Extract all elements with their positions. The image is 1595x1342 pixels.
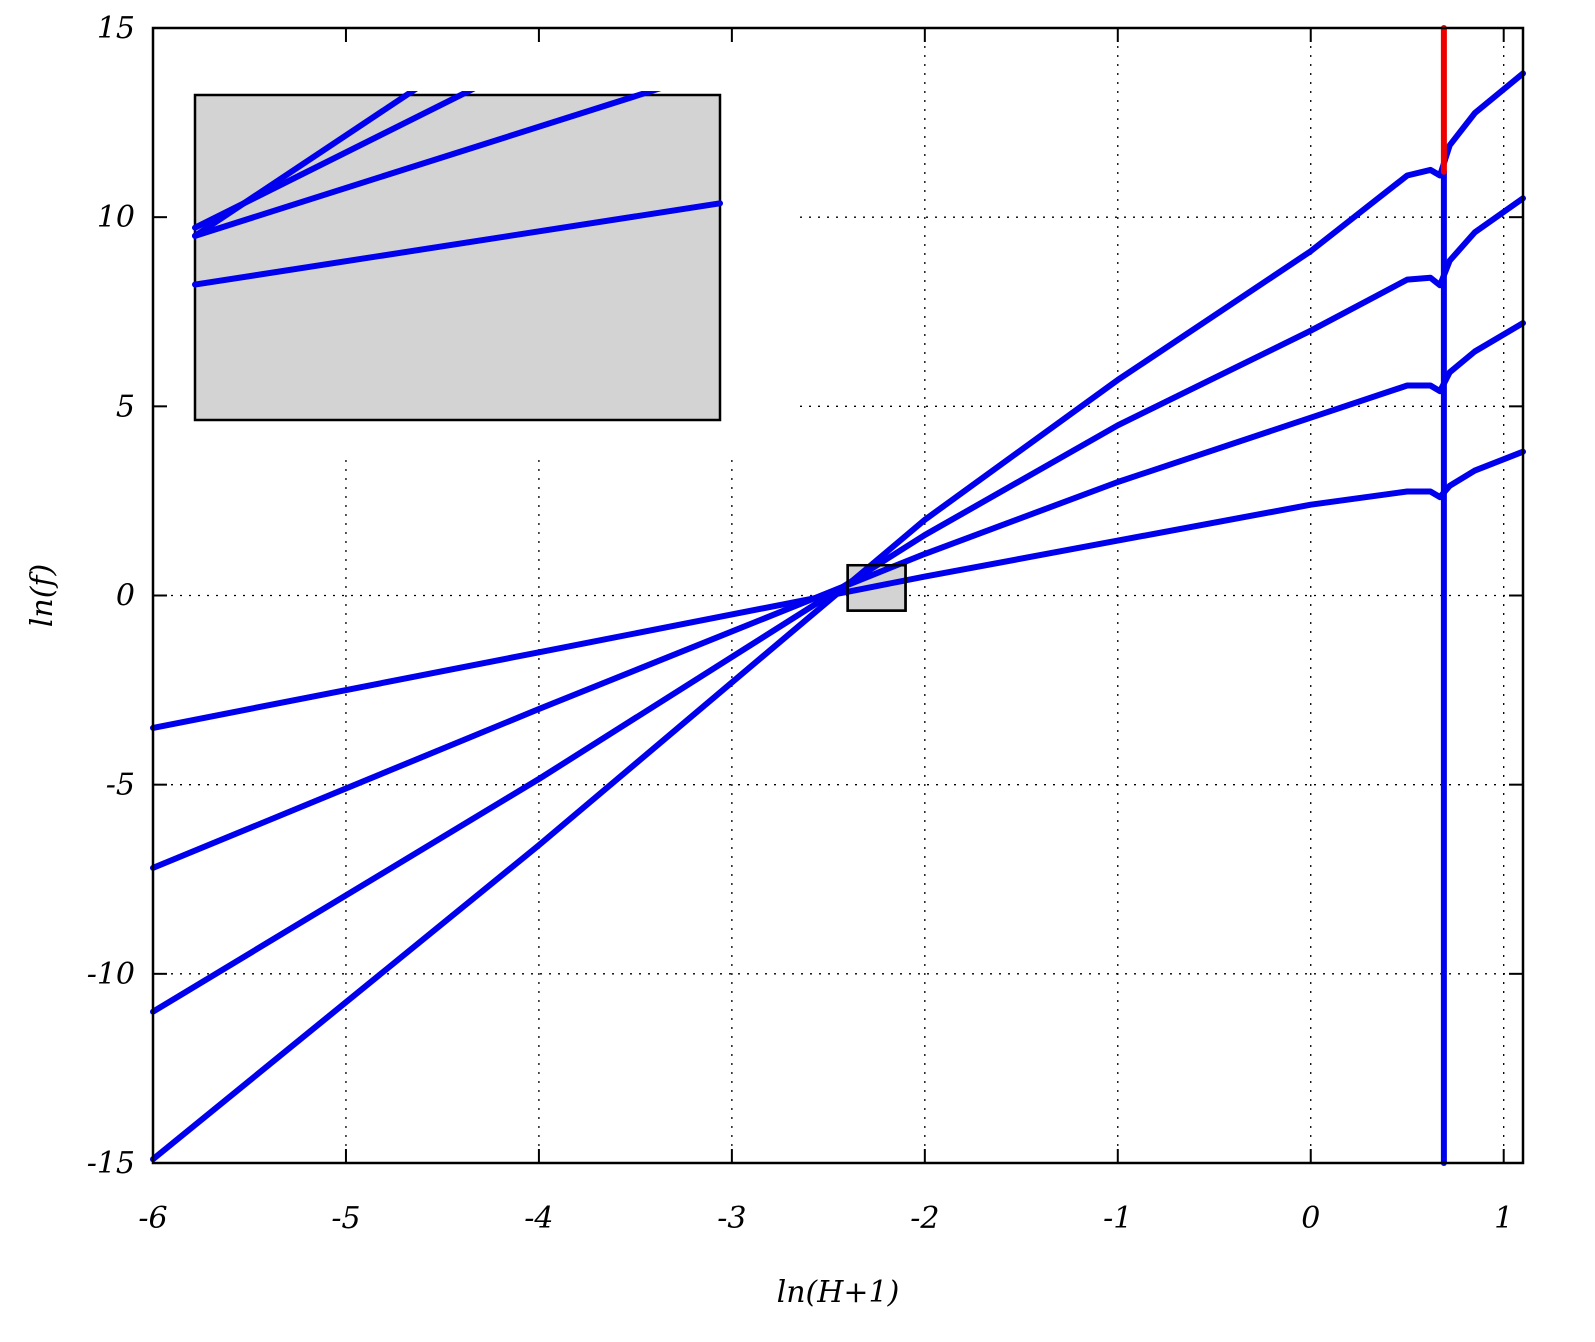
zoom-box-group bbox=[846, 563, 907, 612]
inset bbox=[192, 91, 723, 422]
inset-box bbox=[193, 93, 722, 422]
inset-series bbox=[192, 91, 723, 288]
y-tick-label: 5 bbox=[116, 389, 135, 424]
series-line-1 bbox=[150, 448, 1526, 731]
x-tick-label: -2 bbox=[910, 1201, 939, 1236]
x-tick-label: -1 bbox=[1103, 1201, 1132, 1236]
y-tick-label: -5 bbox=[106, 768, 135, 803]
x-tick-label: -3 bbox=[717, 1201, 746, 1236]
inset-series-line-1 bbox=[192, 200, 723, 288]
y-tick-label: -10 bbox=[87, 957, 135, 992]
y-tick-label: -15 bbox=[87, 1146, 135, 1181]
y-tick-label: 0 bbox=[116, 579, 135, 614]
y-axis-label: ln(f) bbox=[25, 564, 60, 627]
x-tick-label: 1 bbox=[1494, 1201, 1513, 1236]
x-axis-label: ln(H+1) bbox=[777, 1275, 900, 1310]
x-tick-label: -5 bbox=[331, 1201, 360, 1236]
zoom-box-border bbox=[846, 563, 907, 612]
series-line-3 bbox=[150, 195, 1526, 1015]
ticks bbox=[152, 27, 1523, 1164]
x-tick-label: -6 bbox=[138, 1201, 167, 1236]
series-line-4 bbox=[150, 70, 1526, 1163]
x-tick-label: -4 bbox=[524, 1201, 553, 1236]
inset-series-line-2 bbox=[192, 91, 662, 239]
inset-series-line-4 bbox=[192, 91, 419, 239]
series-line-2 bbox=[150, 320, 1526, 871]
y-tick-label: 10 bbox=[97, 200, 135, 235]
series-group bbox=[150, 25, 1526, 1166]
x-tick-label: 0 bbox=[1301, 1201, 1320, 1236]
y-tick-label: 15 bbox=[97, 11, 135, 46]
inset-series-line-3 bbox=[192, 91, 476, 231]
